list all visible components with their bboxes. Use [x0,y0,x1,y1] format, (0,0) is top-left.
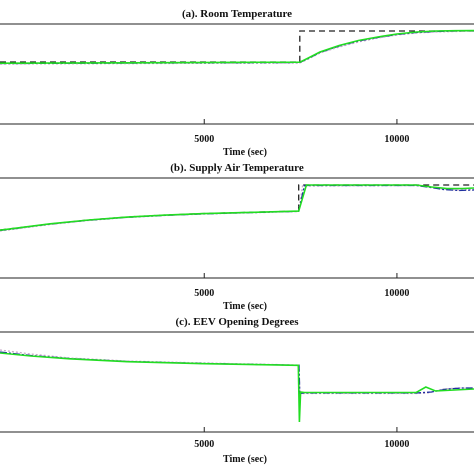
panel-b-x-tick-label: 5000 [194,288,214,299]
panel-b-series-line-4 [0,184,474,231]
panel-a-axes-box [0,23,474,125]
panel-a-x-tick-label: 10000 [384,134,409,145]
panel-c-series [0,349,474,423]
panel-a-x-tick-label: 5000 [194,134,214,145]
panel-c-x-tick-label: 10000 [384,439,409,450]
panel-c-title: (c). EEV Opening Degrees [175,316,299,328]
panel-b: (b). Supply Air Temperature 5000 10000 T… [0,162,474,312]
panel-a-series [0,29,474,65]
panel-b-series [0,184,474,232]
panel-b-x-tick-label: 10000 [384,288,409,299]
panel-c: (c). EEV Opening Degrees 5000 10000 Time… [0,316,474,465]
panel-c-series-line-3 [0,352,474,423]
panel-a-x-axis-label: Time (sec) [223,147,267,158]
panel-a-title: (a). Room Temperature [182,8,292,20]
panel-b-axes-box [0,177,474,279]
panel-b-x-axis-label: Time (sec) [223,301,267,312]
panel-b-title: (b). Supply Air Temperature [170,162,304,174]
panel-a: (a). Room Temperature 5000 10000 Time (s… [0,8,474,158]
panel-a-series-line-4 [0,29,474,64]
panel-c-axes-box [0,331,474,433]
panel-c-x-tick-label: 5000 [194,439,214,450]
panel-a-series-line-2 [0,30,474,65]
panel-c-x-axis-label: Time (sec) [223,454,267,465]
panel-a-series-line-1 [0,30,474,63]
